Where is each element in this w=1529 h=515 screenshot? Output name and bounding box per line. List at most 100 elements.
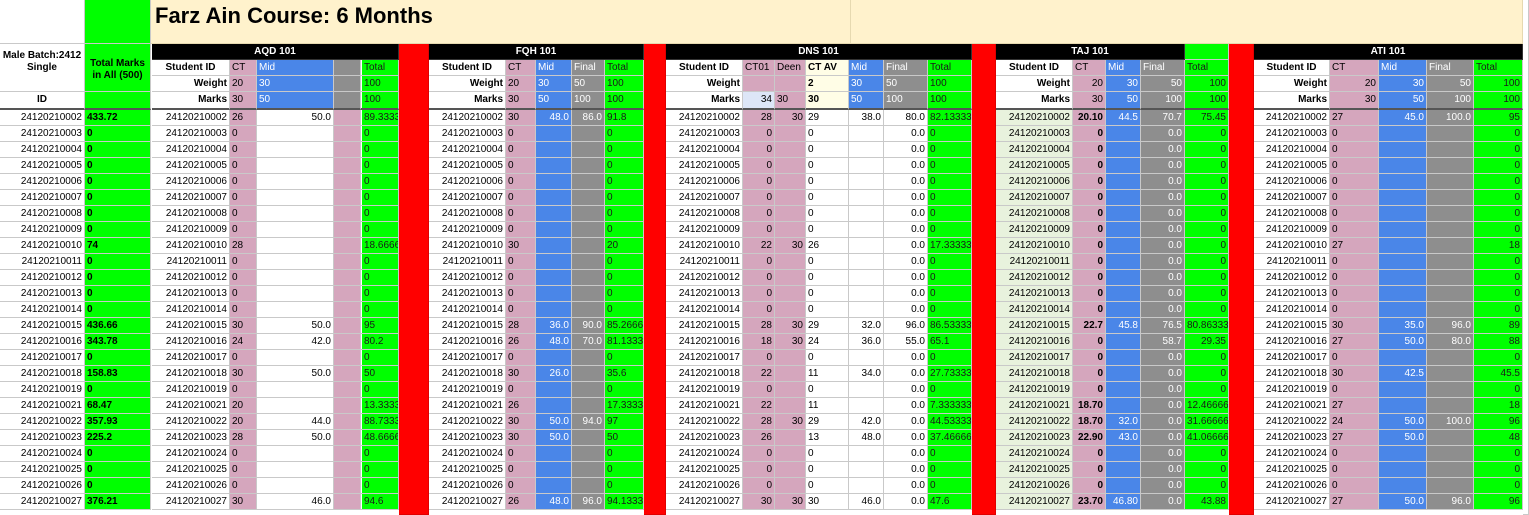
- row-dns-col-1[interactable]: [775, 270, 806, 286]
- row-dns-col-3[interactable]: [849, 142, 884, 158]
- row-ati-col-1[interactable]: [1379, 270, 1427, 286]
- row-taj-col-3[interactable]: 0: [1185, 446, 1229, 462]
- row-ati-col-0[interactable]: 0: [1330, 174, 1379, 190]
- row-ati-col-0[interactable]: 0: [1330, 478, 1379, 494]
- row-taj-col-3[interactable]: 75.45: [1185, 110, 1229, 126]
- row-taj-col-3[interactable]: 0: [1185, 270, 1229, 286]
- row-dns-col-1[interactable]: 30: [775, 110, 806, 126]
- row-taj-col-1[interactable]: 43.0: [1106, 430, 1141, 446]
- row-student-id-taj[interactable]: 24120210010: [996, 238, 1073, 254]
- row-taj-col-2[interactable]: 0.0: [1141, 174, 1185, 190]
- row-taj-col-0[interactable]: 0: [1073, 174, 1106, 190]
- row-dns-col-2[interactable]: 26: [806, 238, 849, 254]
- row-fqh-col-0[interactable]: 0: [506, 158, 536, 174]
- row-ati-col-3[interactable]: 0: [1474, 446, 1523, 462]
- row-dns-col-3[interactable]: [849, 478, 884, 494]
- row-dns-col-4[interactable]: 0.0: [884, 398, 928, 414]
- row-dns-col-4[interactable]: 0.0: [884, 446, 928, 462]
- row-student-id-taj[interactable]: 24120210008: [996, 206, 1073, 222]
- row-aqd-col-2[interactable]: [334, 430, 361, 446]
- row-aqd-col-2[interactable]: [334, 302, 361, 318]
- row-dns-col-1[interactable]: [775, 206, 806, 222]
- row-dns-col-4[interactable]: 0.0: [884, 190, 928, 206]
- row-fqh-col-3[interactable]: 0: [605, 286, 644, 302]
- row-student-id-aqd[interactable]: 24120210022: [152, 414, 230, 430]
- row-aqd-col-4[interactable]: 0: [362, 254, 399, 270]
- row-fqh-col-2[interactable]: [572, 238, 605, 254]
- row-total-marks[interactable]: 0: [85, 350, 151, 366]
- row-student-id-taj[interactable]: 24120210019: [996, 382, 1073, 398]
- row-dns-col-0[interactable]: 0: [743, 478, 775, 494]
- row-ati-col-2[interactable]: 96.0: [1427, 318, 1474, 334]
- row-id[interactable]: 24120210019: [0, 382, 85, 398]
- row-fqh-col-3[interactable]: 0: [605, 302, 644, 318]
- row-id[interactable]: 24120210004: [0, 142, 85, 158]
- row-dns-col-1[interactable]: 30: [775, 238, 806, 254]
- row-total-marks[interactable]: 0: [85, 126, 151, 142]
- row-taj-col-0[interactable]: 0: [1073, 350, 1106, 366]
- row-dns-col-2[interactable]: 0: [806, 302, 849, 318]
- row-student-id-fqh[interactable]: 24120210010: [429, 238, 506, 254]
- row-fqh-col-1[interactable]: 48.0: [536, 494, 572, 510]
- row-dns-col-4[interactable]: 0.0: [884, 270, 928, 286]
- row-taj-col-2[interactable]: 0.0: [1141, 190, 1185, 206]
- row-student-id-taj[interactable]: 24120210023: [996, 430, 1073, 446]
- row-student-id-aqd[interactable]: 24120210024: [152, 446, 230, 462]
- row-ati-col-2[interactable]: [1427, 302, 1474, 318]
- row-dns-col-0[interactable]: 0: [743, 190, 775, 206]
- row-aqd-col-1[interactable]: [257, 142, 334, 158]
- row-student-id-ati[interactable]: 24120210019: [1254, 382, 1330, 398]
- row-student-id-dns[interactable]: 24120210009: [666, 222, 743, 238]
- row-taj-col-1[interactable]: [1106, 366, 1141, 382]
- row-aqd-col-2[interactable]: [334, 190, 361, 206]
- row-ati-col-3[interactable]: 0: [1474, 158, 1523, 174]
- row-ati-col-3[interactable]: 96: [1474, 414, 1523, 430]
- row-taj-col-3[interactable]: 0: [1185, 478, 1229, 494]
- row-student-id-aqd[interactable]: 24120210004: [152, 142, 230, 158]
- row-dns-col-0[interactable]: 0: [743, 222, 775, 238]
- row-aqd-col-4[interactable]: 0: [362, 174, 399, 190]
- row-fqh-col-0[interactable]: 0: [506, 126, 536, 142]
- row-dns-col-5[interactable]: 0: [928, 286, 972, 302]
- row-ati-col-2[interactable]: [1427, 222, 1474, 238]
- row-ati-col-0[interactable]: 0: [1330, 382, 1379, 398]
- row-ati-col-3[interactable]: 0: [1474, 478, 1523, 494]
- row-dns-col-5[interactable]: 0: [928, 142, 972, 158]
- row-taj-col-2[interactable]: 0.0: [1141, 158, 1185, 174]
- row-total-marks[interactable]: 0: [85, 270, 151, 286]
- row-dns-col-3[interactable]: [849, 302, 884, 318]
- row-aqd-col-2[interactable]: [334, 494, 361, 510]
- row-taj-col-2[interactable]: 0.0: [1141, 350, 1185, 366]
- row-aqd-col-4[interactable]: 0: [362, 270, 399, 286]
- row-dns-col-0[interactable]: 22: [743, 238, 775, 254]
- row-student-id-dns[interactable]: 24120210012: [666, 270, 743, 286]
- row-total-marks[interactable]: 0: [85, 254, 151, 270]
- row-student-id-taj[interactable]: 24120210006: [996, 174, 1073, 190]
- row-fqh-col-3[interactable]: 0: [605, 174, 644, 190]
- row-total-marks[interactable]: 0: [85, 462, 151, 478]
- row-aqd-col-4[interactable]: 80.2: [362, 334, 399, 350]
- row-aqd-col-0[interactable]: 0: [230, 446, 257, 462]
- row-student-id-dns[interactable]: 24120210022: [666, 414, 743, 430]
- row-dns-col-1[interactable]: [775, 478, 806, 494]
- row-taj-col-0[interactable]: 0: [1073, 254, 1106, 270]
- row-aqd-col-4[interactable]: 88.7333: [362, 414, 399, 430]
- row-fqh-col-0[interactable]: 0: [506, 270, 536, 286]
- row-student-id-ati[interactable]: 24120210002: [1254, 110, 1330, 126]
- row-aqd-col-1[interactable]: [257, 462, 334, 478]
- row-ati-col-1[interactable]: [1379, 350, 1427, 366]
- row-dns-col-5[interactable]: 0: [928, 158, 972, 174]
- row-aqd-col-1[interactable]: 50.0: [257, 318, 334, 334]
- row-taj-col-3[interactable]: 0: [1185, 350, 1229, 366]
- row-ati-col-0[interactable]: 0: [1330, 286, 1379, 302]
- row-dns-col-1[interactable]: [775, 222, 806, 238]
- row-student-id-aqd[interactable]: 24120210012: [152, 270, 230, 286]
- row-student-id-fqh[interactable]: 24120210006: [429, 174, 506, 190]
- row-student-id-aqd[interactable]: 24120210011: [152, 254, 230, 270]
- row-dns-col-5[interactable]: 0: [928, 350, 972, 366]
- row-id[interactable]: 24120210007: [0, 190, 85, 206]
- row-aqd-col-0[interactable]: 0: [230, 174, 257, 190]
- row-aqd-col-0[interactable]: 30: [230, 366, 257, 382]
- row-student-id-dns[interactable]: 24120210014: [666, 302, 743, 318]
- row-taj-col-1[interactable]: [1106, 222, 1141, 238]
